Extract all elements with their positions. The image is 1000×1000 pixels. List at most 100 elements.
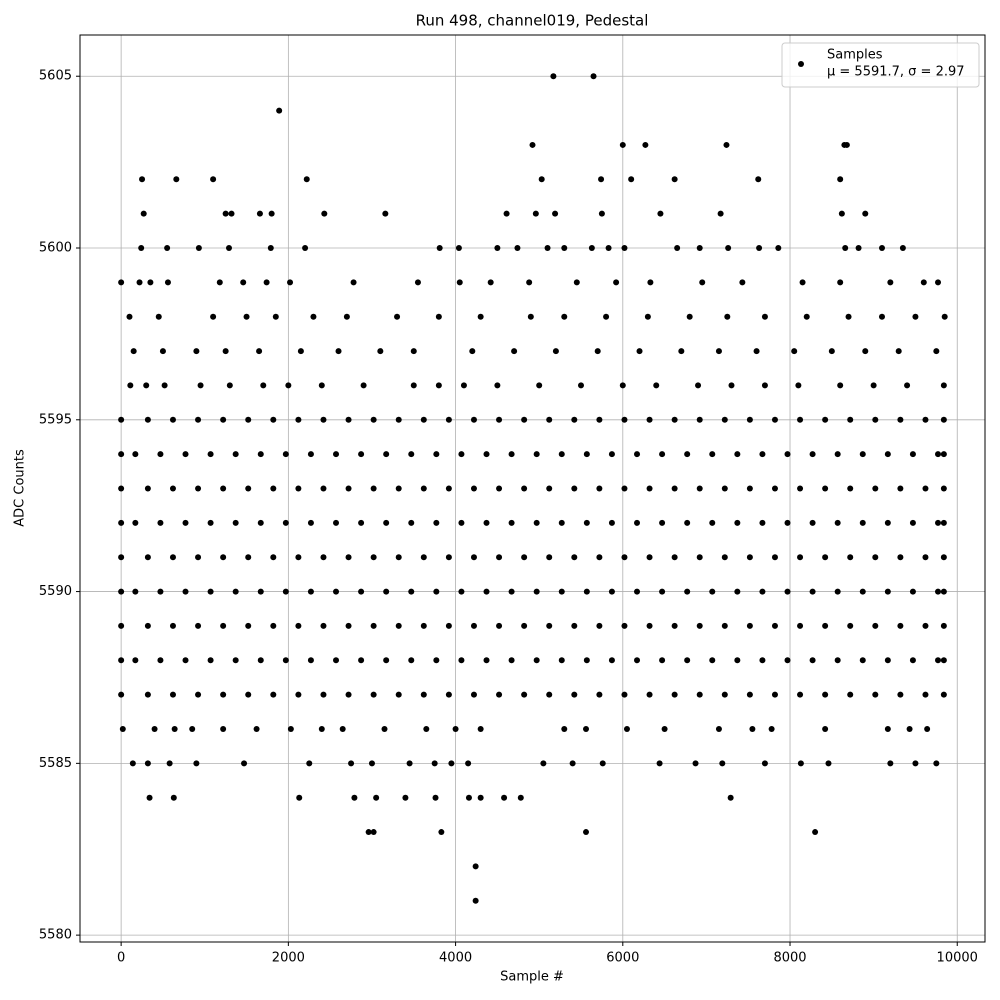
point xyxy=(628,176,635,183)
point xyxy=(536,382,543,389)
point xyxy=(395,691,402,698)
x-tick-label: 8000 xyxy=(773,951,806,966)
point xyxy=(634,588,641,595)
legend-marker xyxy=(798,61,804,67)
point xyxy=(496,485,503,492)
point xyxy=(333,451,340,458)
point xyxy=(370,622,377,629)
point xyxy=(715,348,722,355)
point xyxy=(646,691,653,698)
point xyxy=(571,416,578,423)
point xyxy=(940,588,947,595)
point xyxy=(129,760,136,767)
point xyxy=(659,451,666,458)
point xyxy=(834,657,841,664)
point xyxy=(909,588,916,595)
y-axis-label: ADC Counts xyxy=(13,449,28,527)
point xyxy=(721,485,728,492)
point xyxy=(940,622,947,629)
point xyxy=(727,794,734,801)
point xyxy=(358,588,365,595)
point xyxy=(287,279,294,286)
point xyxy=(571,485,578,492)
point xyxy=(755,176,762,183)
point xyxy=(608,451,615,458)
point xyxy=(118,554,125,561)
point xyxy=(517,794,524,801)
point xyxy=(723,141,730,148)
point xyxy=(193,348,200,355)
point xyxy=(671,485,678,492)
point xyxy=(483,451,490,458)
point xyxy=(847,554,854,561)
point xyxy=(619,141,626,148)
point xyxy=(940,485,947,492)
point xyxy=(940,657,947,664)
point xyxy=(170,794,177,801)
x-axis-label: Sample # xyxy=(500,970,564,985)
point xyxy=(270,416,277,423)
point xyxy=(791,348,798,355)
point xyxy=(671,176,678,183)
point xyxy=(161,382,168,389)
point xyxy=(432,794,439,801)
point xyxy=(546,485,553,492)
point xyxy=(659,519,666,526)
point xyxy=(339,725,346,732)
point xyxy=(922,622,929,629)
point xyxy=(395,622,402,629)
point xyxy=(634,519,641,526)
point xyxy=(533,519,540,526)
point xyxy=(684,588,691,595)
point xyxy=(646,416,653,423)
point xyxy=(884,588,891,595)
point xyxy=(684,519,691,526)
point xyxy=(220,554,227,561)
point xyxy=(302,245,309,252)
point xyxy=(511,348,518,355)
point xyxy=(771,416,778,423)
point xyxy=(257,657,264,664)
point xyxy=(725,245,732,252)
point xyxy=(634,451,641,458)
point xyxy=(445,622,452,629)
point xyxy=(596,416,603,423)
point xyxy=(940,554,947,561)
chart-title: Run 498, channel019, Pedestal xyxy=(416,12,649,30)
point xyxy=(320,416,327,423)
point xyxy=(822,554,829,561)
point xyxy=(345,691,352,698)
point xyxy=(483,519,490,526)
point xyxy=(621,554,628,561)
point xyxy=(118,622,125,629)
point xyxy=(310,313,317,320)
point xyxy=(207,519,214,526)
point xyxy=(550,73,557,80)
point xyxy=(351,794,358,801)
point xyxy=(406,760,413,767)
point xyxy=(659,657,666,664)
point xyxy=(940,691,947,698)
point xyxy=(169,416,176,423)
point xyxy=(321,210,328,217)
point xyxy=(210,313,217,320)
point xyxy=(402,794,409,801)
point xyxy=(897,485,904,492)
point xyxy=(721,554,728,561)
point xyxy=(569,760,576,767)
point xyxy=(282,451,289,458)
point xyxy=(270,554,277,561)
point xyxy=(646,622,653,629)
legend: Samples μ = 5591.7, σ = 2.97 xyxy=(781,42,980,88)
point xyxy=(139,176,146,183)
point xyxy=(307,451,314,458)
point xyxy=(590,73,597,80)
point xyxy=(933,760,940,767)
point xyxy=(320,691,327,698)
point xyxy=(897,416,904,423)
point xyxy=(132,519,139,526)
point xyxy=(684,451,691,458)
point xyxy=(408,519,415,526)
point xyxy=(445,416,452,423)
point xyxy=(909,519,916,526)
